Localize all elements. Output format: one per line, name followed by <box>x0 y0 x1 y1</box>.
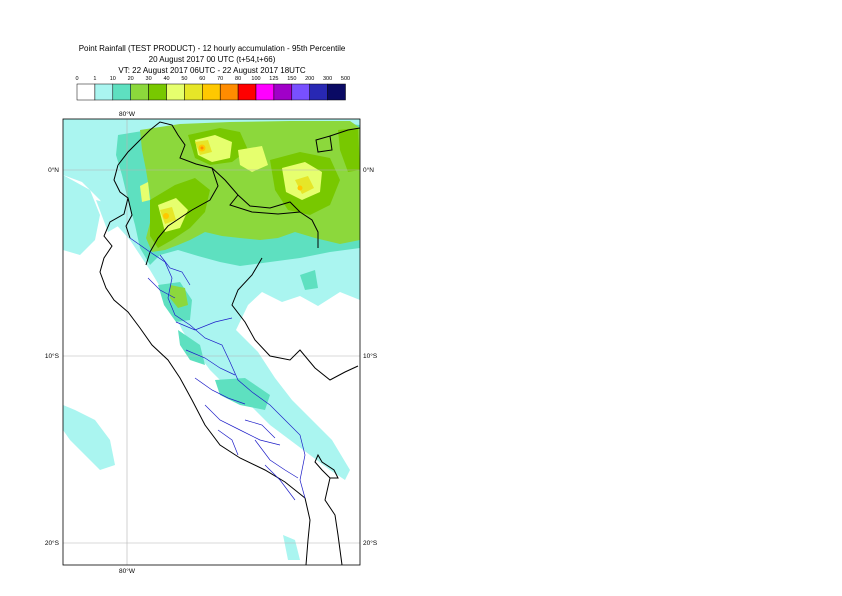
graticule <box>63 119 360 565</box>
legend-tick-label: 500 <box>341 76 350 82</box>
map-title: Point Rainfall (TEST PRODUCT) - 12 hourl… <box>78 44 346 53</box>
validity-time: VT: 22 August 2017 06UTC - 22 August 201… <box>118 66 306 75</box>
country-borders <box>99 121 360 565</box>
colour-legend: 0 1 10 20 30 40 50 60 70 80 100 125 150 200 300 500 <box>75 76 350 101</box>
legend-tick-label: 125 <box>269 76 278 82</box>
lon-label-bottom: 80°W <box>119 567 136 575</box>
lat-label-10s-right: 10°S <box>363 352 378 360</box>
legend-tick-label: 70 <box>217 76 223 82</box>
legend-tick-label: 20 <box>128 76 134 82</box>
lon-label-top: 80°W <box>119 110 136 118</box>
map-frame <box>62 118 361 566</box>
legend-tick-label: 40 <box>163 76 169 82</box>
lat-label-20s-right: 20°S <box>363 539 378 547</box>
lat-label-10s-left: 10°S <box>45 352 60 360</box>
regional-borders <box>129 237 306 501</box>
legend-tick-label: 80 <box>235 76 241 82</box>
legend-tick-label: 10 <box>110 76 116 82</box>
legend-tick-label: 1 <box>93 76 96 82</box>
legend-tick-label: 300 <box>323 76 332 82</box>
legend-tick-label: 100 <box>251 76 260 82</box>
legend-tick-label: 150 <box>287 76 296 82</box>
base-time: 20 August 2017 00 UTC (t+54,t+66) <box>148 55 276 64</box>
rainfall-field <box>63 119 360 560</box>
lat-label-0-right: 0°N <box>363 166 374 174</box>
legend-tick-label: 60 <box>199 76 205 82</box>
lat-label-20s-left: 20°S <box>45 539 60 547</box>
legend-tick-label: 30 <box>146 76 152 82</box>
legend-tick-label: 50 <box>181 76 187 82</box>
legend-tick-label: 200 <box>305 76 314 82</box>
legend-tick-label: 0 <box>75 76 78 82</box>
legend-swatch <box>327 83 346 101</box>
lat-label-0-left: 0°N <box>48 166 59 174</box>
